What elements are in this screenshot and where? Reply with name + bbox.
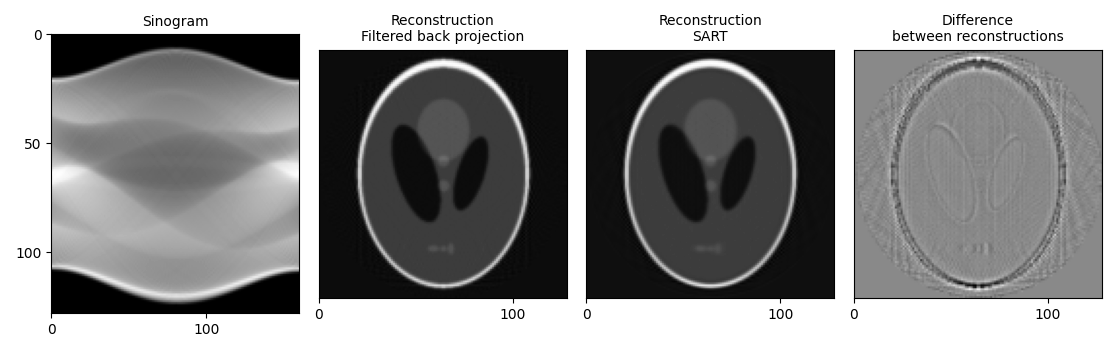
Title: Reconstruction
Filtered back projection: Reconstruction Filtered back projection — [361, 14, 524, 44]
Title: Difference
between reconstructions: Difference between reconstructions — [892, 14, 1063, 44]
Title: Sinogram: Sinogram — [142, 15, 209, 29]
Title: Reconstruction
SART: Reconstruction SART — [658, 14, 762, 44]
